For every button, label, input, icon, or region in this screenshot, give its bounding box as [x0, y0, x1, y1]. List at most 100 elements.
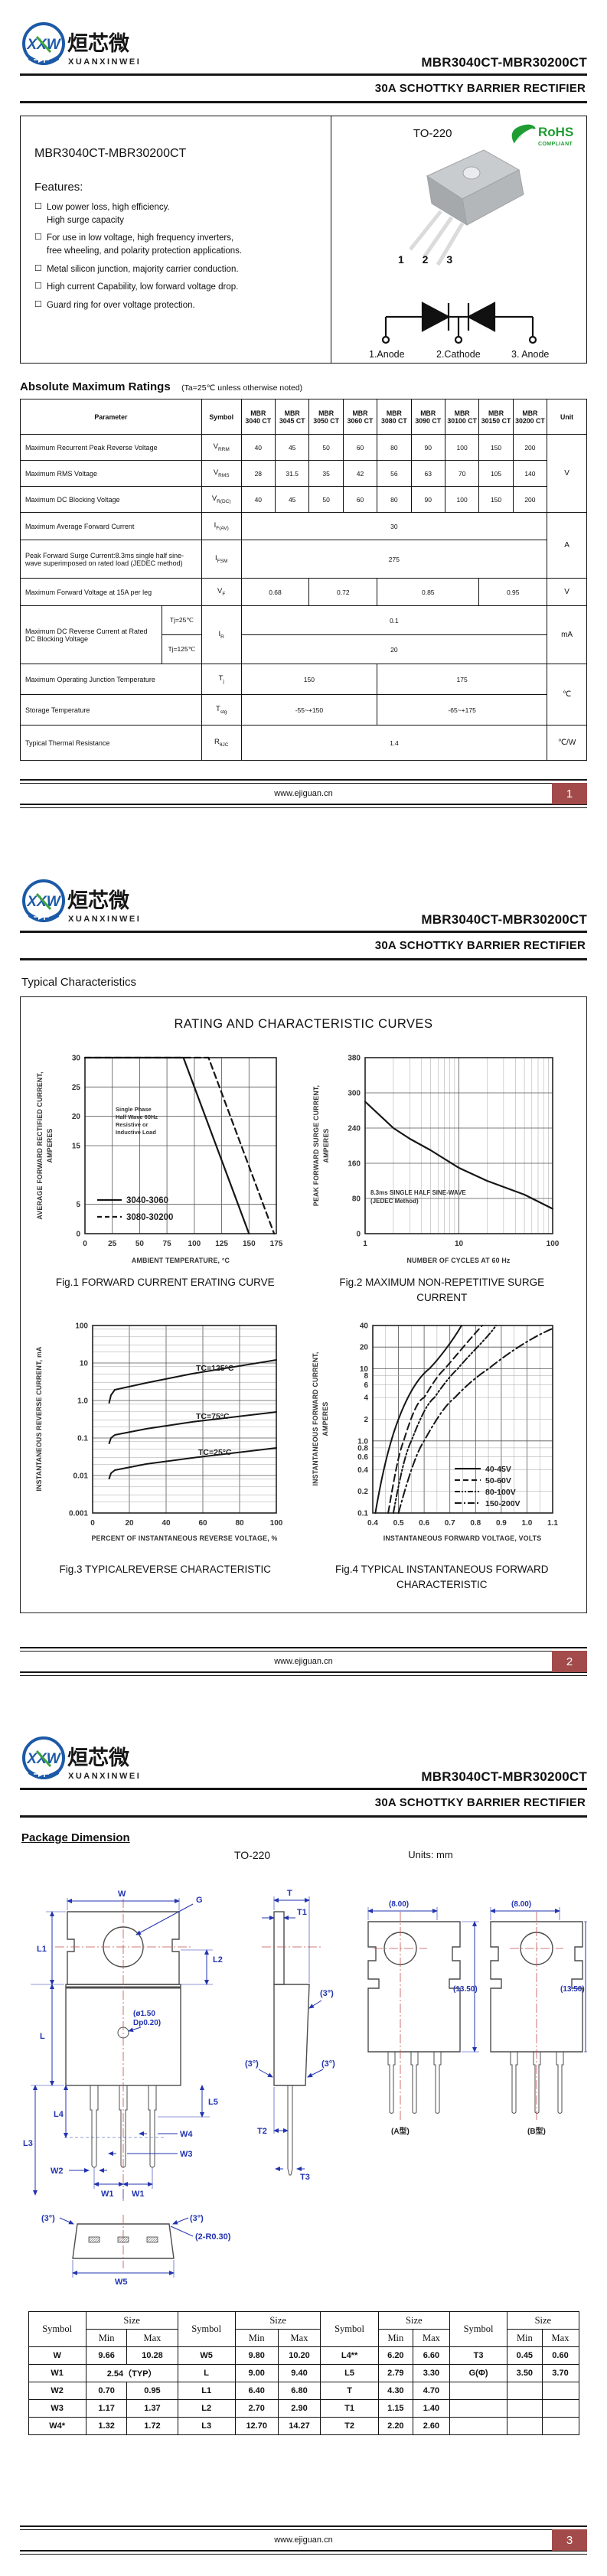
company-logo: XXW 烜芯微 XUANXINWEI — [22, 22, 141, 67]
pin3-label: 3. Anode — [511, 349, 549, 360]
svg-text:10: 10 — [360, 1365, 369, 1374]
svg-text:50-60V: 50-60V — [485, 1476, 511, 1485]
front-view: W G L2 L1 L L4 L3 L5 W4 W3 W2 — [23, 1890, 223, 2201]
fig4-block: 40-45V 50-60V 80-100V 150-200V 40 20 10 8 6 4… — [304, 1306, 581, 1593]
dim-label: (8.00) — [511, 1900, 531, 1909]
feature-item: ☐ Low power loss, high efficiency. High su… — [34, 202, 170, 225]
svg-text:20: 20 — [125, 1519, 134, 1528]
table-row: W2 0.70 0.95 L1 6.40 6.80 T 4.30 4.70 — [28, 2382, 579, 2400]
svg-text:160: 160 — [348, 1160, 361, 1169]
svg-text:0.4: 0.4 — [367, 1519, 378, 1528]
page-number-badge: 3 — [552, 2529, 587, 2551]
dim-label: W3 — [180, 2150, 193, 2159]
page-header: XXW 烜芯微 XUANXINWEI MBR3040CT-MBR30200CT … — [20, 1714, 587, 1818]
rohs-compliant-icon: RoHS COMPLIANT — [511, 124, 573, 147]
fig2-note: (JEDEC Method) — [370, 1198, 419, 1205]
corner-radius-label: (2-R0.30) — [195, 2232, 231, 2242]
svg-text:5: 5 — [76, 1201, 80, 1209]
logo-chinese-name: 烜芯微 — [67, 32, 129, 55]
fig2-block: 8.3ms SINGLE HALF SINE-WAVE (JEDEC Metho… — [304, 1035, 581, 1306]
section-title: Typical Characteristics — [21, 976, 137, 989]
svg-text:0.01: 0.01 — [73, 1472, 88, 1480]
svg-text:0.6: 0.6 — [419, 1519, 429, 1528]
fig2-note: 8.3ms SINGLE HALF SINE-WAVE — [370, 1189, 466, 1196]
grid — [373, 1325, 553, 1513]
svg-text:1: 1 — [363, 1240, 367, 1248]
header-rule — [20, 73, 587, 76]
svg-text:10: 10 — [80, 1359, 89, 1368]
part-range-title: MBR3040CT-MBR30200CT — [421, 55, 587, 70]
ratings-title: Absolute Maximum Ratings — [20, 380, 171, 393]
dim-label: T2 — [257, 2127, 267, 2136]
view-b-label: (B型) — [527, 2126, 546, 2136]
dim-label: W — [118, 1890, 126, 1899]
fig1-caption: Fig.1 FORWARD CURRENT ERATING CURVE — [55, 1277, 275, 1288]
y-axis-label: AMPERES — [46, 1129, 54, 1163]
fig4-caption: Fig.4 TYPICAL INSTANTANEOUS FORWARD CHARA… — [335, 1563, 549, 1590]
table-row: W1 2.54（TYP） L 9.00 9.40 L5 2.79 3.30 G(Φ) 3.50 3.… — [28, 2364, 579, 2382]
svg-text:RoHS: RoHS — [538, 125, 573, 139]
table-row: Maximum Forward Voltage at 15A per leg V… — [20, 578, 587, 606]
table-row: Maximum DC Reverse Current at Rated DC B… — [19, 605, 587, 664]
footer-rule — [20, 779, 587, 784]
fig1-note: Single Phase Half Wave 60Hz Resistive or… — [116, 1106, 158, 1136]
table-row: Maximum Operating Junction Temperature T… — [20, 664, 587, 726]
table-row: Maximum RMS Voltage VRMS 28 31.5 35 42 56 63 7… — [20, 460, 587, 487]
fig3-chart: TC=125°C TC=75°C TC=25°C 100 10 1.0 0.1 0.01… — [35, 1322, 283, 1542]
dim-label: W4 — [180, 2130, 193, 2139]
page-number-badge: 1 — [552, 783, 587, 804]
footer-rule — [20, 2550, 587, 2555]
product-summary-box: MBR3040CT-MBR30200CT Features: ☐ Low powe… — [20, 116, 587, 364]
x-tick-labels: 1 10 100 — [363, 1240, 560, 1248]
x-axis-label: AMBIENT TEMPERATURE, °C — [132, 1257, 230, 1264]
dim-label: L4 — [54, 2110, 64, 2119]
svg-text:0.6: 0.6 — [357, 1453, 368, 1462]
curve-tc25 — [108, 1446, 277, 1479]
page-header: XXW 烜芯微 XUANXINWEI MBR3040CT-MBR30200CT … — [20, 0, 587, 103]
table-row: W3 1.17 1.37 L2 2.70 2.90 T1 1.15 1.40 — [28, 2399, 579, 2418]
svg-text:300: 300 — [348, 1090, 361, 1098]
x-axis-label: PERCENT OF INSTANTANEOUS REVERSE VOLTAGE… — [91, 1534, 277, 1542]
header-rule — [20, 931, 587, 933]
rear-view-a: (8.00) (13.50) (A型) — [367, 1900, 479, 2136]
curves-box-title: RATING AND CHARACTERISTIC CURVES — [174, 1017, 433, 1031]
svg-text:40: 40 — [360, 1322, 369, 1330]
dim-label: T — [287, 1889, 292, 1898]
svg-text:XUANXINWEI: XUANXINWEI — [68, 915, 141, 924]
checkbox-icon: ☐ — [34, 202, 42, 211]
svg-text:Resistive or: Resistive or — [116, 1121, 148, 1128]
page-footer: www.ejiguan.cn 2 — [20, 1647, 587, 1676]
dim-label: G — [196, 1896, 203, 1905]
table-row: Storage Temperature Tstg -55~+150 -65~+1… — [20, 694, 587, 726]
x-tick-labels: 0.4 0.5 0.6 0.7 0.8 0.9 1.0 1.1 — [367, 1519, 558, 1528]
svg-text:1.0: 1.0 — [357, 1437, 368, 1446]
document-subtitle: 30A SCHOTTKY BARRIER RECTIFIER — [374, 1796, 586, 1809]
svg-text:30: 30 — [72, 1055, 81, 1063]
svg-text:0.001: 0.001 — [69, 1509, 88, 1518]
svg-text:0: 0 — [357, 1231, 361, 1239]
svg-text:25: 25 — [108, 1240, 117, 1248]
dim-label: (13.50) — [453, 1985, 478, 1994]
logo-english-name: XUANXINWEI — [68, 57, 141, 67]
y-axis-label: PEAK FORWARD SURGE CURRENT, — [312, 1085, 320, 1206]
svg-text:60: 60 — [198, 1519, 207, 1528]
features-heading: Features: — [34, 181, 83, 194]
table-row: Peak Forward Surge Current:8.3ms single … — [20, 540, 587, 579]
svg-text:0.1: 0.1 — [77, 1434, 88, 1443]
company-logo: XXW 烜芯微 XUANXINWEI — [22, 1736, 139, 1781]
svg-text:50: 50 — [135, 1240, 145, 1248]
fig4-legend: 40-45V 50-60V 80-100V 150-200V — [455, 1465, 521, 1508]
dim-label: (8.00) — [389, 1900, 409, 1909]
fig2-chart: 8.3ms SINGLE HALF SINE-WAVE (JEDEC Metho… — [312, 1055, 560, 1265]
svg-text:125: 125 — [215, 1240, 228, 1248]
company-logo: XXW 烜芯微 XUANXINWEI — [22, 879, 141, 924]
svg-text:烜芯微: 烜芯微 — [67, 889, 129, 912]
curve-3080-30200 — [83, 1056, 275, 1235]
fig3-caption: Fig.3 TYPICALREVERSE CHARACTERISTIC — [59, 1563, 272, 1575]
svg-text:1.0: 1.0 — [522, 1519, 533, 1528]
svg-text:0.9: 0.9 — [496, 1519, 507, 1528]
footer-rule — [20, 1647, 587, 1652]
pin-numbers: 1 2 3 — [398, 253, 460, 266]
svg-text:0: 0 — [90, 1519, 95, 1528]
package-panel: TO-220 RoHS COMPLIANT 1 2 3 — [331, 116, 586, 363]
